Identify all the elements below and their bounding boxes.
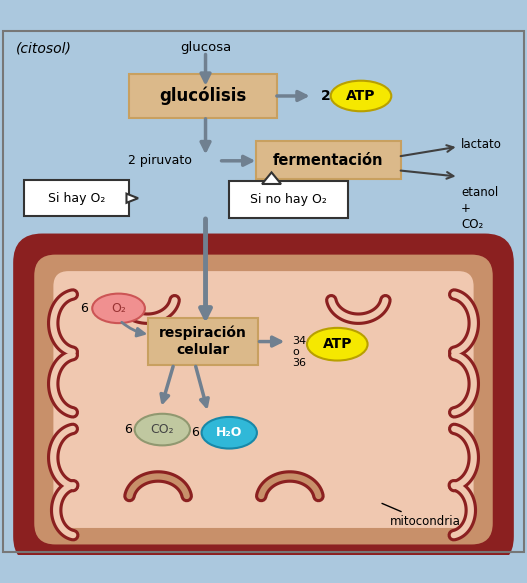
Text: (citosol): (citosol) bbox=[16, 41, 72, 55]
FancyBboxPatch shape bbox=[148, 318, 258, 366]
Text: glucólisis: glucólisis bbox=[159, 87, 247, 106]
Text: glucosa: glucosa bbox=[180, 41, 231, 54]
Text: ATP: ATP bbox=[346, 89, 376, 103]
Ellipse shape bbox=[331, 80, 392, 111]
Polygon shape bbox=[262, 173, 281, 184]
FancyBboxPatch shape bbox=[24, 180, 129, 216]
FancyBboxPatch shape bbox=[53, 271, 474, 529]
Text: H₂O: H₂O bbox=[216, 426, 242, 439]
Text: Si no hay O₂: Si no hay O₂ bbox=[250, 194, 327, 206]
Text: 34
o
36: 34 o 36 bbox=[292, 336, 306, 368]
FancyBboxPatch shape bbox=[256, 141, 401, 179]
FancyBboxPatch shape bbox=[129, 75, 277, 118]
Text: respiración
celular: respiración celular bbox=[159, 326, 247, 357]
Text: 2: 2 bbox=[320, 89, 330, 103]
FancyBboxPatch shape bbox=[13, 234, 514, 566]
Text: 6: 6 bbox=[81, 302, 88, 315]
Ellipse shape bbox=[135, 414, 190, 445]
Text: fermentación: fermentación bbox=[273, 153, 383, 168]
Ellipse shape bbox=[307, 328, 368, 360]
Text: lactato: lactato bbox=[461, 139, 502, 152]
Text: ATP: ATP bbox=[323, 337, 352, 351]
FancyBboxPatch shape bbox=[34, 255, 493, 545]
Text: Si hay O₂: Si hay O₂ bbox=[48, 192, 105, 205]
Text: O₂: O₂ bbox=[111, 302, 126, 315]
Text: mitocondria: mitocondria bbox=[382, 503, 461, 528]
Text: 6: 6 bbox=[191, 426, 199, 439]
Ellipse shape bbox=[92, 294, 145, 323]
Text: 6: 6 bbox=[124, 423, 132, 436]
FancyBboxPatch shape bbox=[229, 181, 348, 218]
Text: etanol
+
CO₂: etanol + CO₂ bbox=[461, 186, 499, 231]
Polygon shape bbox=[126, 194, 138, 203]
Text: CO₂: CO₂ bbox=[151, 423, 174, 436]
Text: 2 piruvato: 2 piruvato bbox=[129, 154, 192, 167]
Ellipse shape bbox=[202, 417, 257, 448]
